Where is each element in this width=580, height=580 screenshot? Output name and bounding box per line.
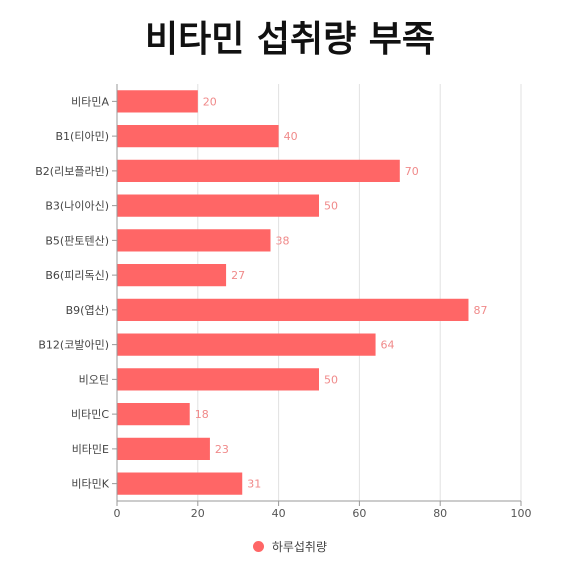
legend: 하루섭취량: [0, 538, 580, 555]
bar: [117, 90, 198, 113]
x-tick-label: 20: [191, 507, 205, 520]
bar: [117, 333, 376, 356]
category-label: 비타민K: [71, 478, 109, 491]
bar: [117, 159, 400, 182]
axes: [112, 84, 522, 506]
data-label: 23: [215, 443, 229, 456]
category-label: 비타민C: [71, 408, 109, 421]
x-tick-label: 80: [433, 507, 447, 520]
bar-chart: 0 20 40 60 80 100 비타민A 20 B1(티아민) 40 B2(리보플라빈) 70 B3…: [35, 84, 532, 520]
bar: [117, 194, 319, 217]
category-label: B12(코발아민): [38, 339, 109, 352]
category-label: 비타민A: [71, 95, 109, 108]
bar: [117, 368, 319, 391]
data-label: 50: [324, 373, 338, 386]
labels: 0 20 40 60 80 100 비타민A 20 B1(티아민) 40 B2(리보플라빈) 70 B3…: [35, 95, 531, 520]
legend-label: 하루섭취량: [271, 540, 328, 554]
category-label: B3(나이아신): [45, 200, 109, 213]
category-label: B2(리보플라빈): [35, 165, 109, 178]
data-label: 70: [405, 165, 419, 178]
data-label: 87: [473, 304, 487, 317]
category-label: B5(판토텐산): [45, 234, 109, 247]
x-tick-label: 60: [352, 507, 366, 520]
legend-swatch: [252, 541, 264, 552]
bar: [117, 437, 210, 460]
data-label: 31: [247, 478, 261, 491]
data-label: 40: [284, 130, 298, 143]
x-tick-label: 0: [114, 507, 121, 520]
data-label: 20: [203, 95, 217, 108]
chart-title: 비타민 섭취량 부족: [144, 19, 436, 60]
bar: [117, 298, 469, 321]
x-tick-label: 40: [272, 507, 286, 520]
data-label: 38: [276, 234, 290, 247]
category-label: 비오틴: [79, 373, 109, 386]
category-label: B1(티아민): [56, 130, 110, 143]
bar: [117, 125, 279, 148]
x-tick-label: 100: [511, 507, 532, 520]
bar: [117, 264, 227, 287]
data-label: 18: [195, 408, 209, 421]
data-label: 50: [324, 200, 338, 213]
bar: [117, 229, 271, 252]
bar: [117, 403, 190, 426]
category-label: B9(엽산): [66, 304, 109, 317]
category-label: 비타민E: [72, 443, 109, 456]
category-label: B6(피리독신): [45, 269, 109, 282]
data-label: 64: [381, 339, 395, 352]
data-label: 27: [231, 269, 245, 282]
bar: [117, 472, 243, 495]
grid-lines: [197, 84, 522, 501]
bars: [117, 90, 469, 495]
